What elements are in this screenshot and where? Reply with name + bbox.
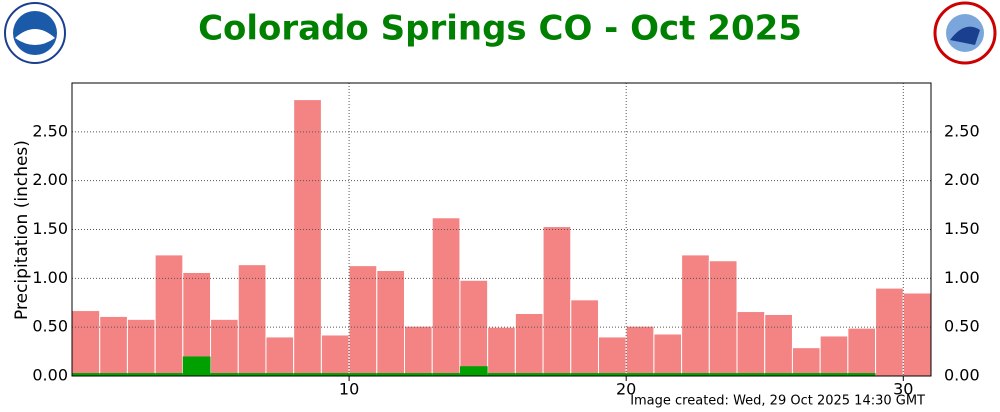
bar — [293, 99, 322, 377]
bar — [625, 325, 655, 377]
bar — [681, 373, 710, 376]
bar — [653, 333, 683, 377]
bar — [709, 373, 738, 376]
bar — [376, 373, 405, 376]
bar — [542, 226, 572, 377]
x-tick-label: 20 — [616, 380, 636, 399]
bar — [875, 287, 904, 377]
y-tick-label-right: 0.00 — [944, 366, 980, 385]
bar — [349, 373, 377, 376]
bar — [376, 270, 406, 377]
bar — [515, 373, 544, 376]
y-tick-label-right: 1.50 — [944, 219, 980, 238]
bar — [210, 318, 239, 377]
bar — [293, 373, 322, 376]
bar — [155, 373, 183, 376]
bar — [514, 312, 544, 377]
bar — [543, 373, 571, 376]
bar — [210, 373, 239, 376]
y-tick-label: 0.00 — [32, 366, 68, 385]
y-tick-label: 1.00 — [32, 268, 68, 287]
bar — [764, 313, 793, 377]
bar — [764, 373, 793, 376]
y-tick-label: 2.00 — [32, 170, 68, 189]
bar — [792, 373, 821, 376]
bar — [321, 373, 350, 376]
bar — [71, 310, 101, 377]
bar — [487, 373, 516, 376]
y-tick-label-right: 0.50 — [944, 317, 980, 336]
bar — [348, 265, 378, 377]
bar — [459, 279, 489, 377]
bar — [597, 336, 627, 377]
y-tick-label-right: 2.00 — [944, 170, 980, 189]
bar — [820, 373, 848, 376]
bar — [598, 373, 627, 376]
bar — [265, 336, 295, 377]
bar — [736, 311, 766, 377]
bar — [570, 299, 599, 377]
bar — [653, 373, 682, 376]
y-tick-label: 2.50 — [32, 121, 68, 140]
bar — [791, 347, 821, 377]
plot-frame — [71, 82, 932, 377]
bar — [819, 335, 849, 377]
bar — [99, 315, 128, 377]
bar — [182, 356, 211, 376]
bar — [681, 254, 710, 377]
bar — [126, 318, 156, 377]
bar — [238, 373, 266, 376]
bar — [72, 373, 100, 376]
x-tick-label: 10 — [339, 380, 359, 399]
bar — [487, 326, 516, 377]
bar — [902, 292, 932, 377]
bar — [99, 373, 128, 376]
bar — [237, 264, 267, 377]
bar — [626, 373, 654, 376]
bar — [404, 373, 433, 376]
y-tick-label-right: 2.50 — [944, 121, 980, 140]
x-tick-label: 30 — [893, 380, 913, 399]
noaa-logo — [4, 2, 66, 64]
y-axis-label: Precipitation (inches) — [12, 140, 32, 320]
y-tick-label: 0.50 — [32, 317, 68, 336]
bar — [404, 325, 433, 377]
bar — [127, 373, 156, 376]
bar — [847, 373, 876, 376]
bar — [432, 373, 460, 376]
footer: Image created: Wed, 29 Oct 2025 14:30 GM… — [630, 394, 925, 409]
bar — [265, 373, 294, 376]
bar — [459, 366, 488, 376]
bar — [431, 217, 461, 377]
bar — [847, 327, 877, 377]
chart-title: Colorado Springs CO - Oct 2025 — [198, 9, 802, 49]
y-tick-label-right: 1.00 — [944, 268, 980, 287]
bar — [154, 254, 184, 377]
y-tick-label: 1.50 — [32, 219, 68, 238]
bar — [737, 373, 765, 376]
bar — [570, 373, 599, 376]
nws-logo — [933, 1, 997, 65]
bar — [320, 334, 350, 377]
